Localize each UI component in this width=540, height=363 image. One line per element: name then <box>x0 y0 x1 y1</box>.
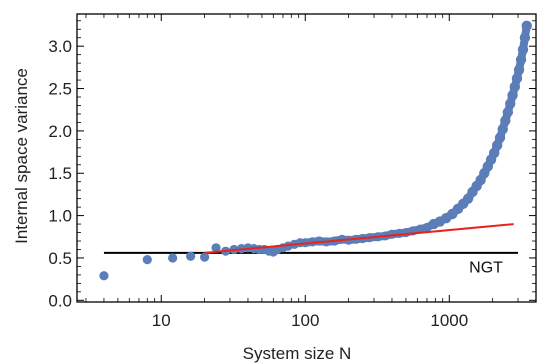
data-point <box>99 271 109 281</box>
data-point <box>211 243 221 253</box>
data-point-trace <box>301 21 531 247</box>
x-tick-label: 10 <box>152 311 171 330</box>
axis-ticks <box>77 14 537 302</box>
series-group <box>99 20 532 281</box>
y-axis-label: Internal space variance <box>12 68 31 244</box>
annotations: NGT <box>469 259 503 276</box>
x-tick-label: 1000 <box>430 311 468 330</box>
data-point <box>200 252 210 262</box>
x-tick-label: 100 <box>291 311 319 330</box>
y-tick-label: 1.0 <box>48 207 72 226</box>
y-tick-label: 1.5 <box>48 164 72 183</box>
data-point <box>142 255 152 265</box>
x-axis-label: System size N <box>243 344 352 363</box>
ngt-annotation: NGT <box>469 259 503 276</box>
y-tick-label: 0.5 <box>48 249 72 268</box>
data-point <box>168 253 178 263</box>
tick-labels: 0.0 0.5 1.0 1.5 2.0 2.5 3.0 10 100 1000 <box>48 37 468 330</box>
data-point <box>186 251 196 261</box>
plot-frame-border <box>76 13 537 303</box>
plot-frame <box>76 13 537 303</box>
y-tick-label: 3.0 <box>48 37 72 56</box>
fit-line <box>204 223 514 254</box>
y-tick-label: 2.5 <box>48 80 72 99</box>
y-tick-label: 2.0 <box>48 122 72 141</box>
y-tick-label: 0.0 <box>48 291 72 310</box>
